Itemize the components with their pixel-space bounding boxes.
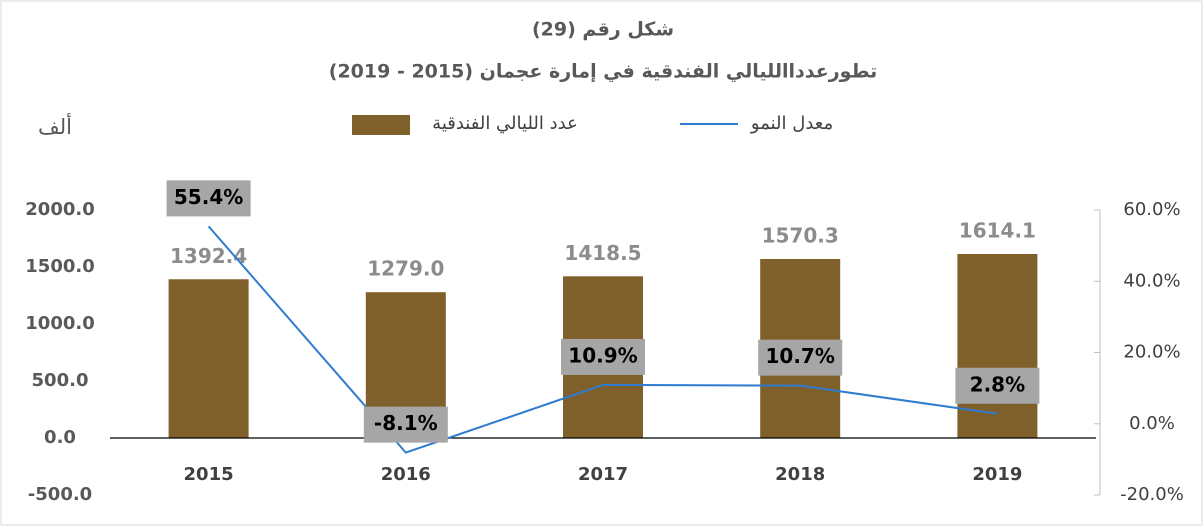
y2-tick-label: 60.0%	[1123, 199, 1180, 220]
chart-subtitle: تطورعدداالليالي الفندقية في إمارة عجمان …	[329, 61, 877, 83]
x-tick-label: 2015	[184, 464, 234, 485]
bar	[957, 253, 1038, 438]
line-value-label: 2.8%	[970, 372, 1025, 396]
line-value-label: 10.7%	[766, 344, 835, 368]
y-axis-label: ألف	[38, 113, 72, 139]
chart-title: شكل رقم (29)	[532, 19, 674, 41]
legend-label: عدد الليالي الفندقية	[432, 113, 578, 134]
y-tick-label: 1500.0	[25, 256, 94, 277]
line-label-box	[363, 406, 448, 443]
line-label-box	[166, 180, 251, 217]
line-value-label: 10.9%	[568, 343, 637, 367]
y-tick-label: -500.0	[28, 484, 92, 505]
bar-value-label: 1279.0	[367, 257, 444, 281]
x-tick-label: 2016	[381, 464, 431, 485]
y-tick-label: 1000.0	[25, 313, 94, 334]
x-tick-label: 2019	[972, 464, 1022, 485]
y-tick-label: 500.0	[32, 370, 89, 391]
y2-tick-label: 0.0%	[1129, 413, 1175, 434]
line-label-box	[561, 338, 645, 375]
line-value-label: -8.1%	[374, 411, 438, 435]
x-tick-label: 2017	[578, 464, 628, 485]
bar	[168, 279, 249, 438]
line	[207, 225, 998, 454]
line-label-box	[955, 367, 1040, 404]
y2-tick-label: 40.0%	[1123, 270, 1180, 291]
bar-value-label: 1614.1	[959, 218, 1036, 242]
y-tick-label: 2000.0	[25, 199, 94, 220]
line-label-box	[758, 339, 843, 376]
y2-tick-label: -20.0%	[1120, 484, 1184, 505]
bar-value-label: 1570.3	[762, 223, 839, 247]
line-value-label: 55.4%	[174, 185, 243, 209]
x-tick-label: 2018	[775, 464, 825, 485]
y2-tick-label: 20.0%	[1123, 342, 1180, 363]
legend-swatch	[352, 115, 410, 135]
y-tick-label: 0.0	[44, 427, 76, 448]
bar-value-label: 1418.5	[564, 241, 641, 265]
legend-label: معدل النمو	[750, 113, 833, 134]
bar-value-label: 1392.4	[170, 244, 247, 268]
